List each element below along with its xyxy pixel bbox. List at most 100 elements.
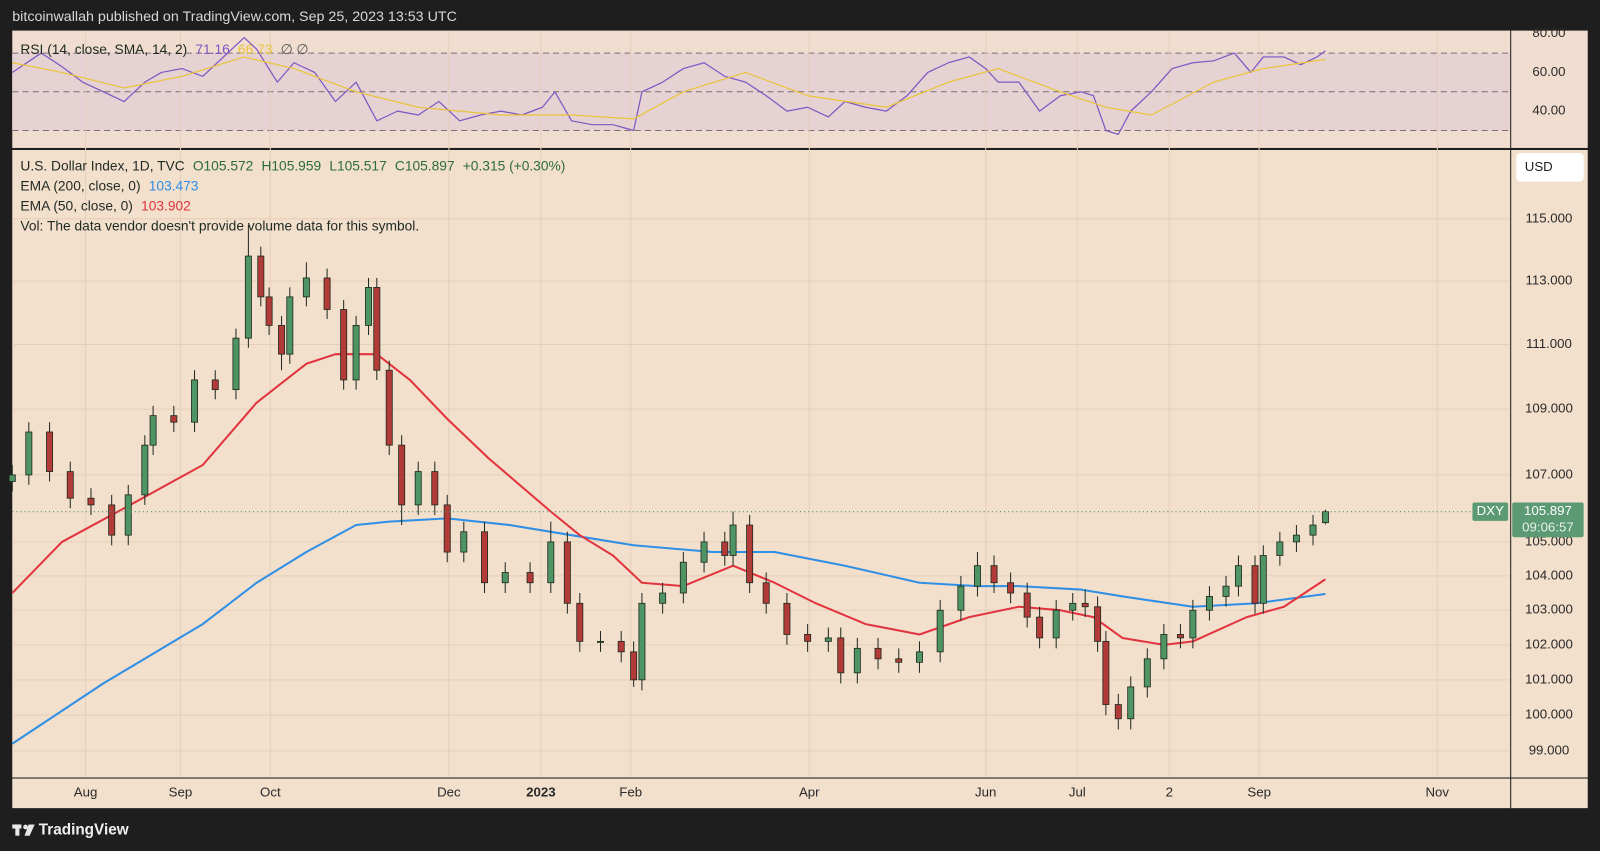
x-tick-label: Nov [1425,784,1449,799]
legend: Vol: The data vendor doesn't provide vol… [20,218,419,233]
countdown-label: 09:06:57 [1522,520,1574,535]
candle-body [257,255,265,298]
candle-body [323,277,331,310]
ohlc-value: C105.897 [395,158,455,173]
y-tick-label: 100.000 [1525,707,1573,722]
candle-body [481,531,488,584]
rsi-tick-label: 40.00 [1532,103,1565,118]
y-tick-label: 103.000 [1525,602,1573,617]
symbol-label: DXY [1477,503,1504,518]
x-tick-label: Sep [1247,784,1271,799]
candle-body [87,497,95,506]
legend: EMA (200, close, 0) 103.473 [20,178,198,193]
x-tick-label: Sep [169,784,193,799]
x-tick-label: Dec [437,784,461,799]
price-badge [1512,502,1584,538]
candle-body [286,296,294,355]
candle-body [526,572,534,584]
candle-body [398,444,406,506]
legend-extra: ∅ ∅ [281,42,309,57]
candle-body [211,379,219,391]
candle-body [66,471,74,499]
indicator-value: 103.902 [141,198,191,213]
candle-body [729,524,737,556]
candle-body [576,602,584,642]
currency-box [1516,153,1584,182]
candle-body [563,541,571,604]
candle-body [837,637,845,674]
candle-body [547,541,555,584]
candle-body [232,337,240,391]
candle-body [1007,582,1015,594]
candle-body [1234,565,1242,587]
ohlc-value: +0.315 (+0.30%) [463,158,566,173]
price-label: 105.897 [1524,503,1572,518]
label-layer: 40.00 60.00 80.00 RSI (14, close, SMA, 14, … [20,25,1584,799]
candle-body [1069,602,1077,611]
candle-body [1276,541,1284,556]
y-tick-label: 102.000 [1525,636,1573,651]
ohlc-value: O105.572 [193,158,253,173]
footer-brand: TradingView [39,822,129,839]
rsi-line [12,56,1326,120]
volume-note: Vol: The data vendor doesn't provide vol… [20,218,419,233]
logo-part [23,824,28,830]
y-tick-label: 111.000 [1526,336,1572,351]
candle-body [8,474,16,482]
candle-body [431,471,439,506]
candle-body [638,602,646,681]
ema-line [11,517,1326,745]
legend-value: 66.73 [238,42,273,57]
candle-body [1036,616,1044,639]
candle-body [990,565,998,584]
candle-body [385,369,393,446]
candle-body [373,287,381,371]
indicator-name: EMA (50, close, 0) [20,198,132,213]
candle-body [278,324,285,355]
legend: RSI (14, close, SMA, 14, 2) 71.16 66.73 ∅ ∅ [20,42,308,57]
candle-body [124,494,132,536]
candle-body [957,585,965,611]
y-tick-label: 104.000 [1525,567,1573,582]
x-tick-label: Jun [975,784,996,799]
legend-value: 71.16 [195,42,230,57]
candle-body [170,415,178,423]
candle-body [895,658,903,663]
y-tick-label: 107.000 [1525,466,1573,481]
x-tick-label: Apr [799,784,820,799]
y-tick-label: 99.000 [1529,742,1570,757]
candle-body [1292,534,1300,543]
price-pane [12,149,1588,778]
y-tick-label: 109.000 [1525,401,1573,416]
candle-body [973,565,981,587]
candle-body [1114,704,1122,720]
logo-part [24,824,35,836]
candle-body [1102,640,1110,705]
y-tick-label: 101.000 [1525,671,1573,686]
candle-body [501,572,509,584]
candle-body [443,504,451,553]
x-tick-label: Oct [260,784,281,799]
candle-body [149,415,157,446]
candle-body [191,379,199,423]
candle-body [1160,634,1168,660]
candle-body [1052,609,1060,639]
currency-label[interactable]: USD [1525,159,1553,174]
candle-body [1251,565,1259,604]
tradingview-logo [12,824,35,836]
legend: U.S. Dollar Index, 1D, TVC O105.572 H105.9… [20,158,565,173]
logo-part [15,824,20,836]
candle-body [679,561,687,594]
candle-body [936,609,944,653]
time-axis [12,778,1588,809]
legend-title: U.S. Dollar Index, 1D, TVC [20,158,184,173]
candle-body [762,582,770,604]
rsi-tick-label: 60.00 [1532,64,1565,79]
candle-body [824,637,832,642]
candle-body [25,431,33,476]
candle-body [804,634,812,642]
candle-body [1127,686,1135,720]
candle-body [915,651,923,663]
